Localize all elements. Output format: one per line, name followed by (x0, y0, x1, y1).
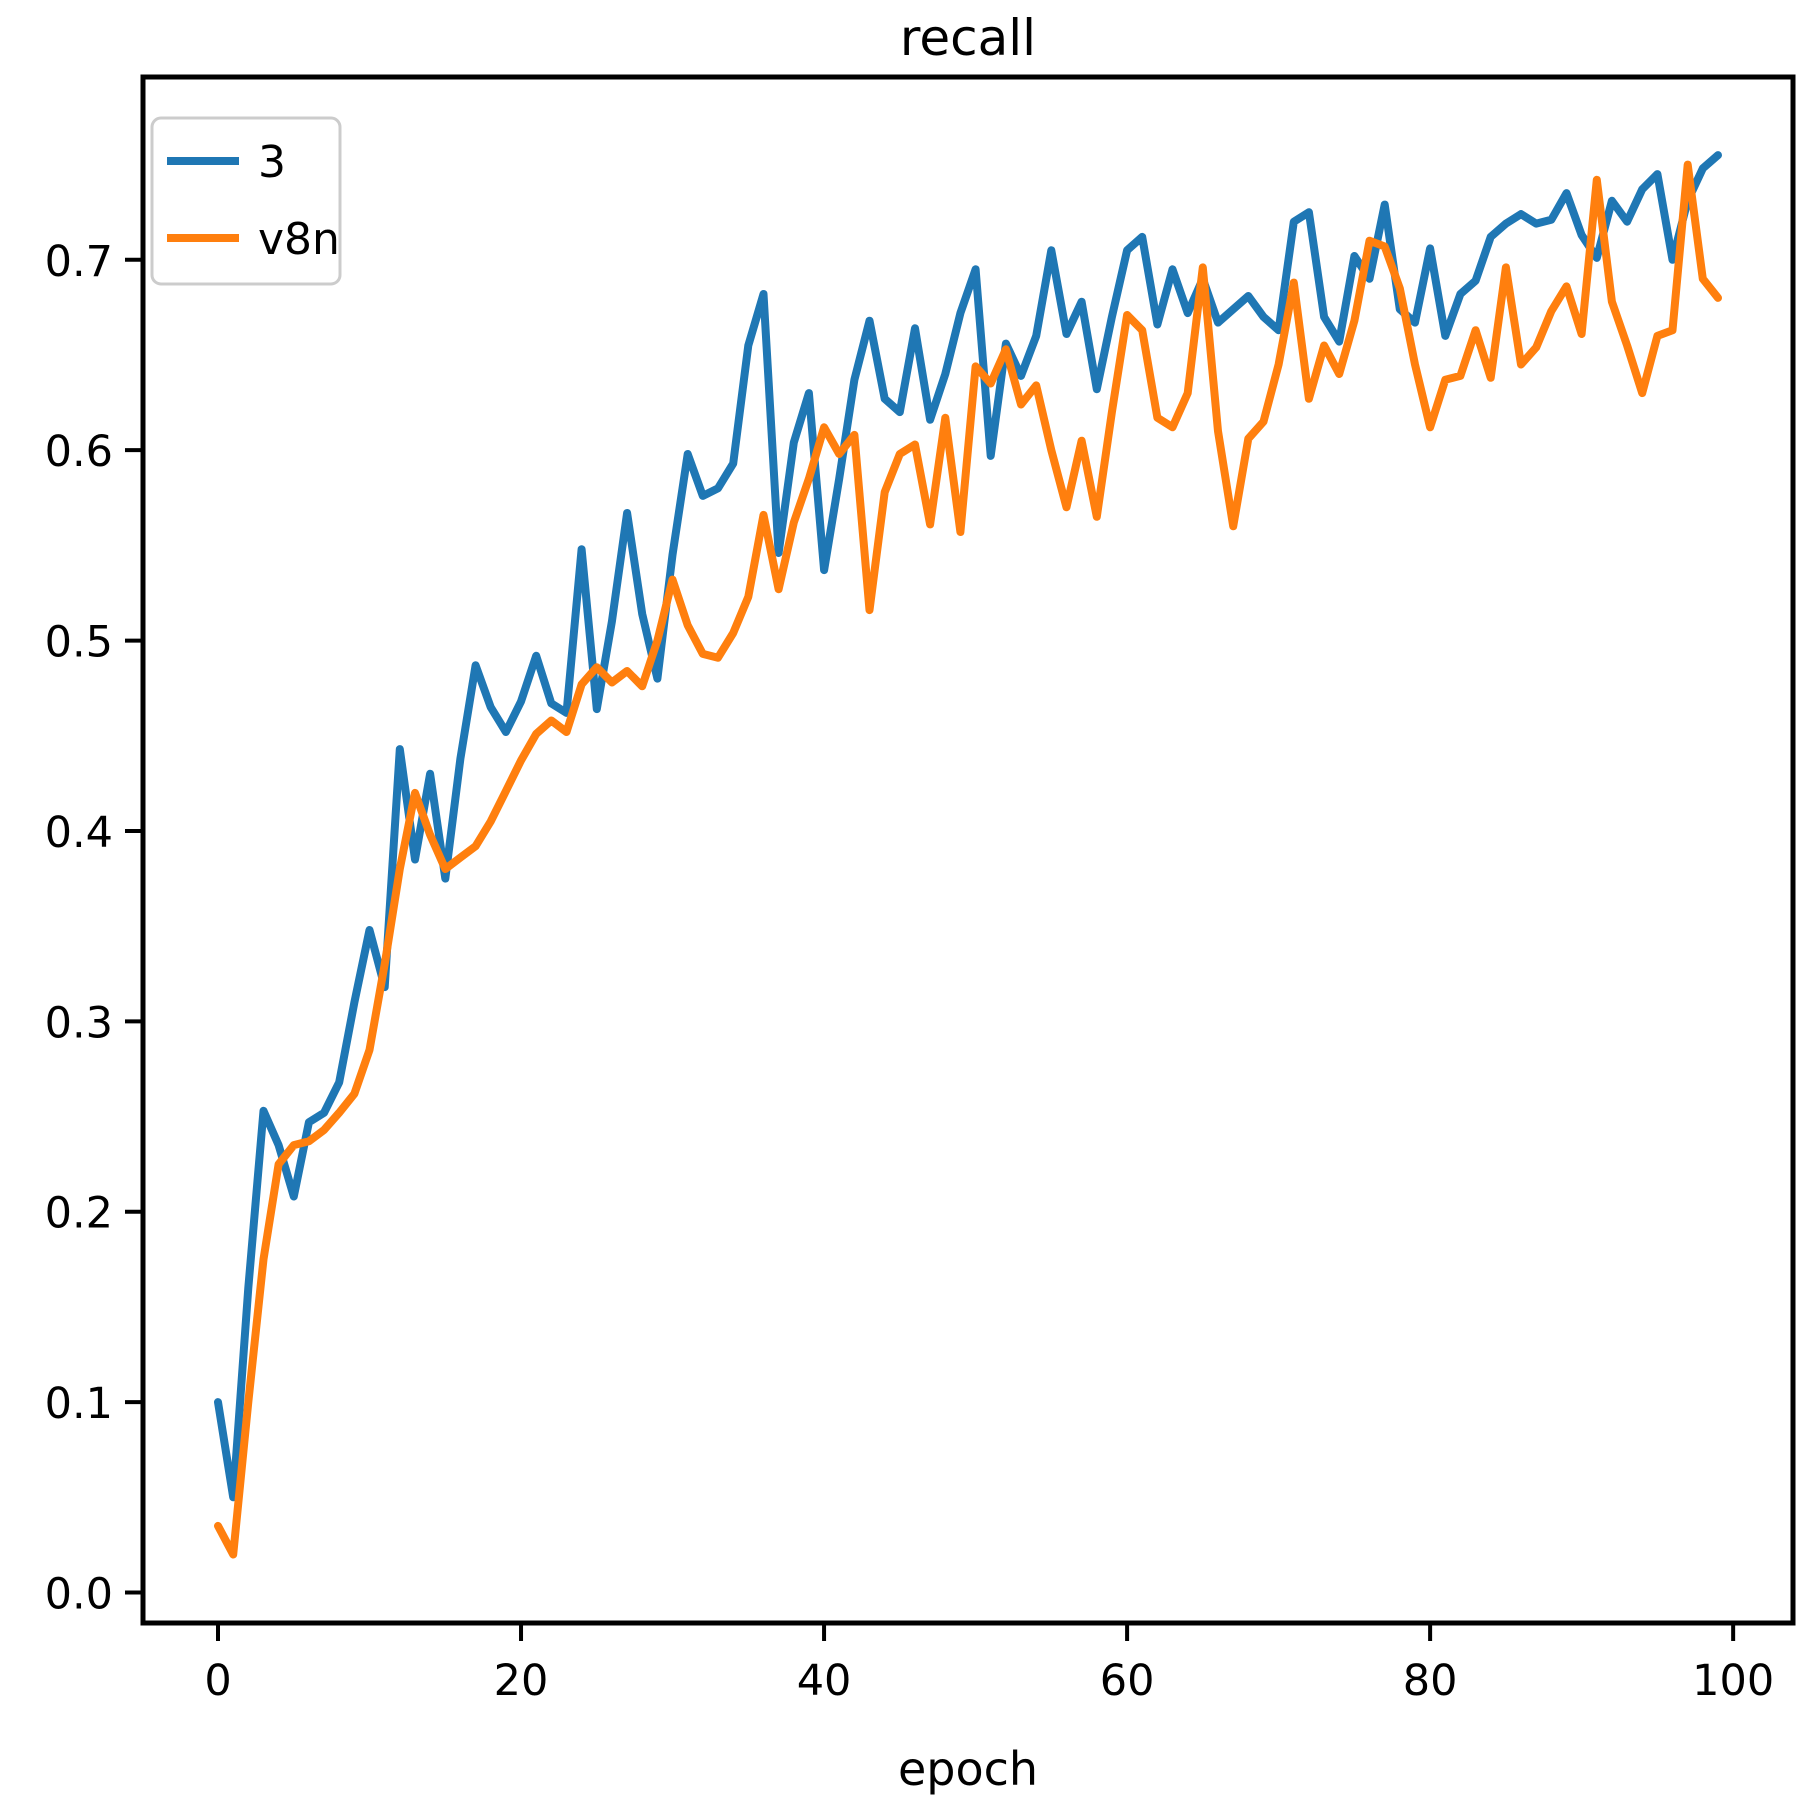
y-tick-label: 0.5 (45, 618, 113, 668)
series-v8n-line (214, 160, 1722, 1559)
axes-spines (140, 74, 1796, 1626)
legend: 3 v8n (150, 116, 342, 286)
chart-title: recall (900, 9, 1036, 67)
y-tick-label: 0.6 (45, 427, 113, 477)
x-tick-label: 100 (1692, 1656, 1774, 1706)
x-axis-label: epoch (898, 1742, 1038, 1796)
series-3-line (214, 151, 1722, 1502)
x-tick-label: 40 (797, 1656, 852, 1706)
y-tick-label: 0.2 (45, 1189, 113, 1239)
x-tick-label: 0 (204, 1656, 231, 1706)
legend-label-3: 3 (258, 137, 286, 188)
y-tick-label: 0.4 (45, 808, 113, 858)
x-tick-label: 60 (1100, 1656, 1155, 1706)
x-tick-label: 20 (494, 1656, 549, 1706)
y-tick-label: 0.7 (45, 237, 113, 287)
legend-label-v8n: v8n (258, 214, 340, 265)
y-tick-label: 0.3 (45, 998, 113, 1048)
y-tick-label: 0.1 (45, 1379, 113, 1429)
y-tick-label: 0.0 (45, 1570, 113, 1620)
axis-ticks: 0 20 40 60 80 100 0.0 0.1 0.2 0.3 0.4 0.5 0.6 0.7 (45, 237, 1775, 1706)
x-tick-label: 80 (1403, 1656, 1458, 1706)
series-lines (214, 151, 1722, 1559)
